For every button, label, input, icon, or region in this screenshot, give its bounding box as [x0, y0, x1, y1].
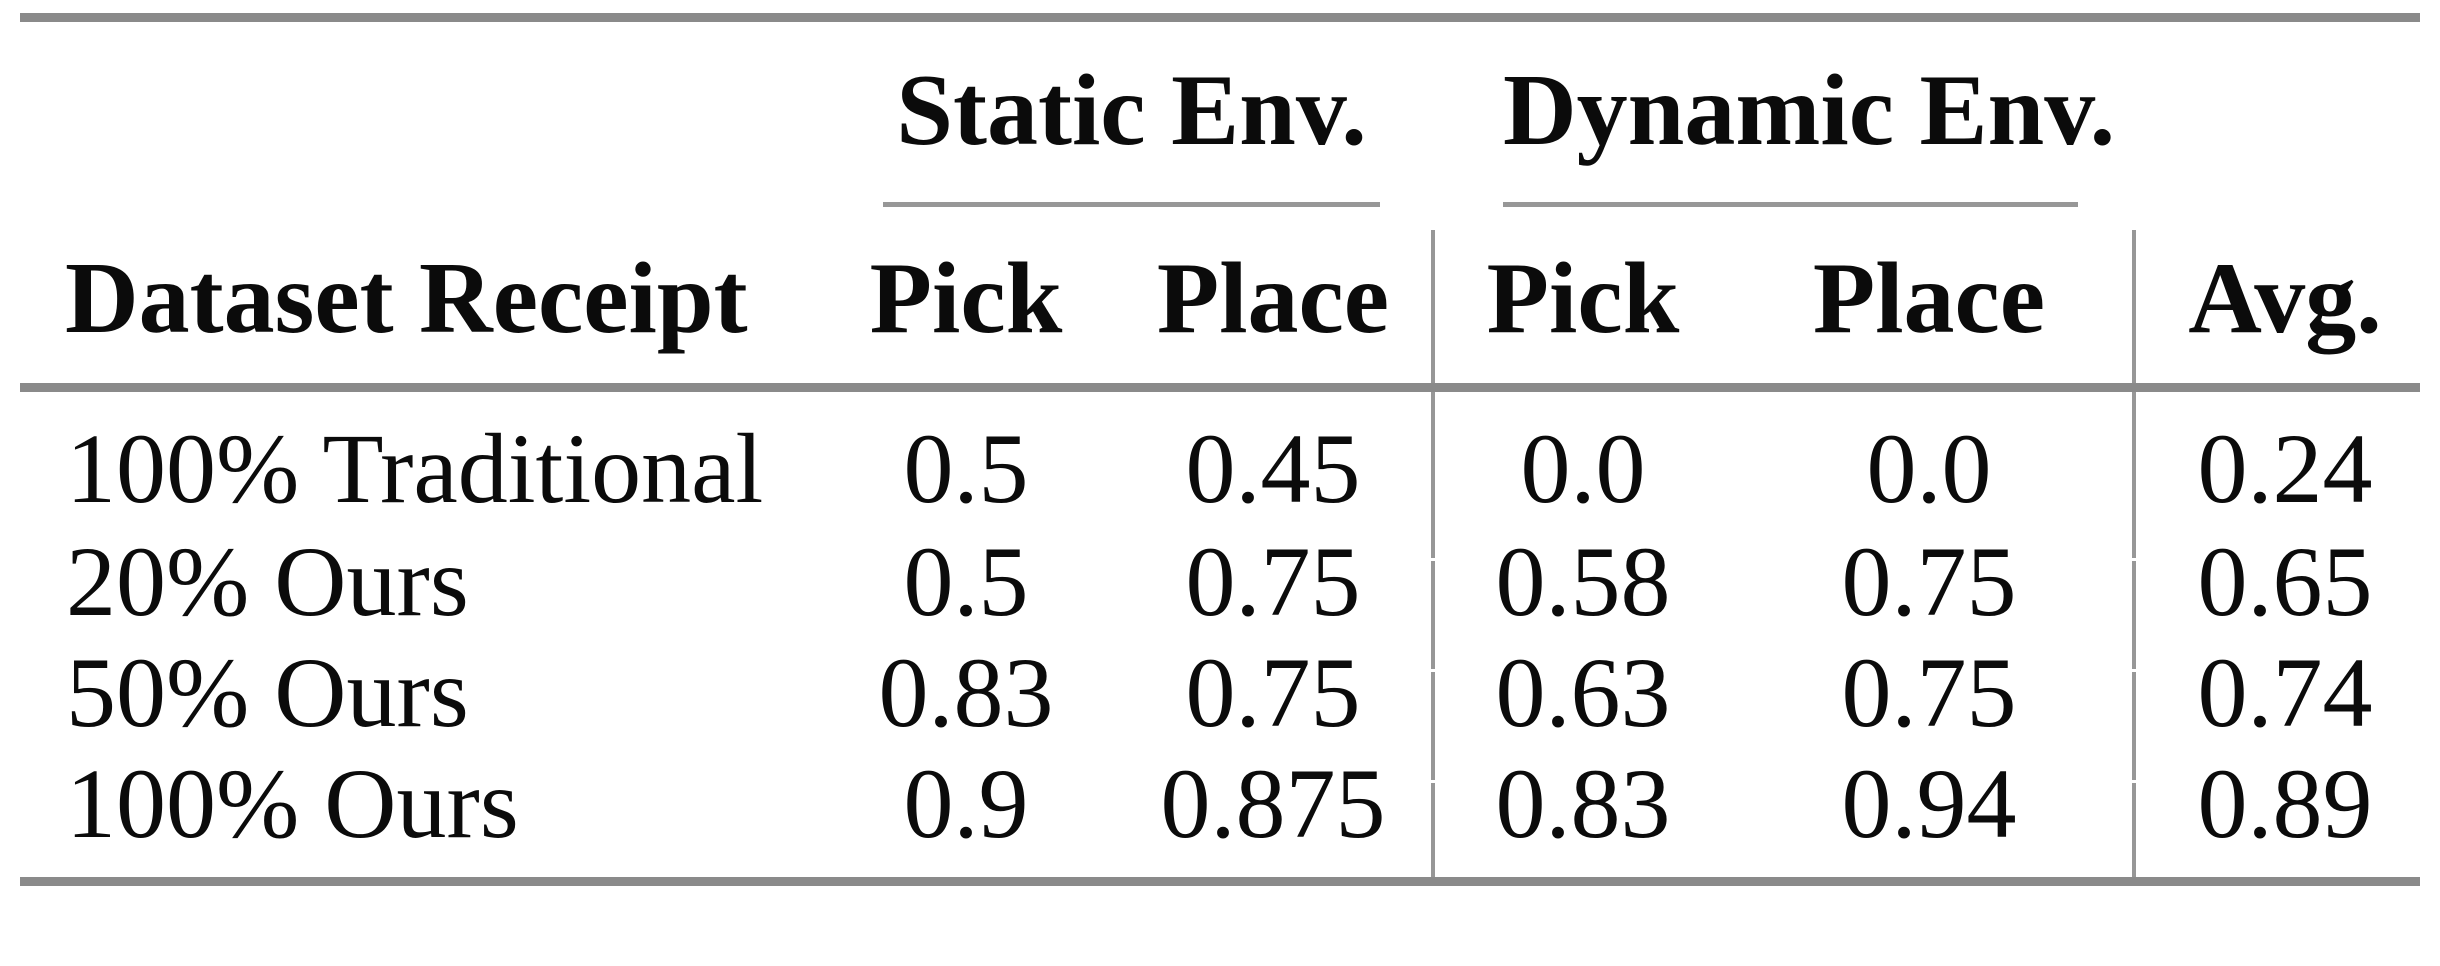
column-group-static-env: Static Env.: [896, 54, 1367, 167]
cell-static-place: 0.875: [1160, 748, 1386, 859]
column-header-dataset-receipt: Dataset Receipt: [65, 242, 748, 355]
row-label: 100% Ours: [66, 748, 519, 859]
mid-rule: [20, 383, 2420, 392]
column-header-static-pick: Pick: [869, 242, 1063, 355]
cell-static-place: 0.75: [1185, 637, 1361, 748]
row-label: 20% Ours: [66, 526, 469, 637]
cell-dynamic-pick: 0.63: [1495, 637, 1671, 748]
cell-static-place: 0.75: [1185, 526, 1361, 637]
vertical-separator-2-header: [2132, 230, 2136, 383]
cell-dynamic-pick: 0.0: [1520, 413, 1646, 524]
column-group-dynamic-env: Dynamic Env.: [1503, 54, 2116, 167]
cell-avg: 0.65: [2197, 526, 2373, 637]
row-label: 50% Ours: [66, 637, 469, 748]
cell-dynamic-place: 0.94: [1841, 748, 2017, 859]
cell-dynamic-place: 0.0: [1866, 413, 1992, 524]
cell-dynamic-place: 0.75: [1841, 526, 2017, 637]
cell-static-pick: 0.9: [903, 748, 1029, 859]
column-header-avg: Avg.: [2188, 242, 2382, 355]
row-label: 100% Traditional: [66, 413, 764, 524]
vertical-separator-1-body: [1431, 561, 1435, 669]
cell-dynamic-pick: 0.83: [1495, 748, 1671, 859]
vertical-separator-1-body: [1431, 672, 1435, 780]
dynamic-env-cmidrule: [1503, 202, 2078, 207]
cell-static-pick: 0.5: [903, 526, 1029, 637]
column-header-dynamic-place: Place: [1812, 242, 2046, 355]
cell-avg: 0.74: [2197, 637, 2373, 748]
vertical-separator-2-body: [2132, 783, 2136, 877]
vertical-separator-2-body: [2132, 672, 2136, 780]
cell-avg: 0.24: [2197, 413, 2373, 524]
vertical-separator-1-body: [1431, 783, 1435, 877]
top-rule: [20, 13, 2420, 22]
bottom-rule: [20, 877, 2420, 886]
vertical-separator-1-body: [1431, 392, 1435, 558]
cell-avg: 0.89: [2197, 748, 2373, 859]
cell-dynamic-place: 0.75: [1841, 637, 2017, 748]
column-header-static-place: Place: [1156, 242, 1390, 355]
cell-dynamic-pick: 0.58: [1495, 526, 1671, 637]
static-env-cmidrule: [883, 202, 1380, 207]
cell-static-pick: 0.5: [903, 413, 1029, 524]
vertical-separator-2-body: [2132, 561, 2136, 669]
column-header-dynamic-pick: Pick: [1486, 242, 1680, 355]
vertical-separator-1-header: [1431, 230, 1435, 383]
cell-static-place: 0.45: [1185, 413, 1361, 524]
vertical-separator-2-body: [2132, 392, 2136, 558]
cell-static-pick: 0.83: [878, 637, 1054, 748]
